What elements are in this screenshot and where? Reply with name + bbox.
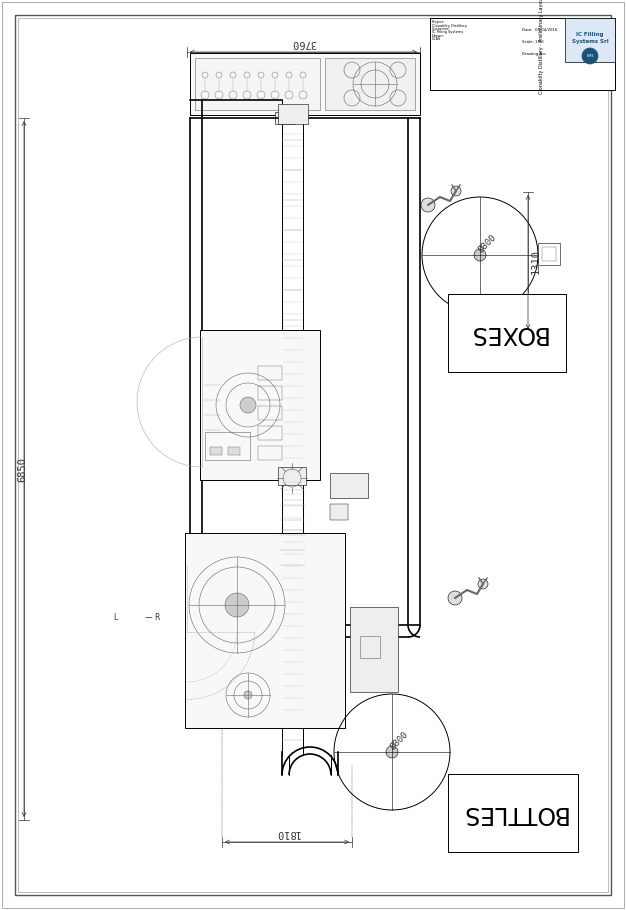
- Bar: [565, 18, 615, 62]
- Circle shape: [421, 198, 435, 212]
- Text: Scale: 1:50: Scale: 1:50: [522, 40, 543, 44]
- Bar: [258, 366, 282, 380]
- Text: 3760: 3760: [291, 38, 316, 48]
- Bar: [185, 533, 345, 728]
- Text: IC Filling Systems: IC Filling Systems: [432, 31, 463, 35]
- Text: 6850: 6850: [17, 457, 27, 481]
- Text: L: L: [113, 613, 117, 622]
- Bar: [210, 447, 222, 455]
- Text: —: —: [144, 613, 152, 622]
- Bar: [205, 432, 250, 460]
- Bar: [258, 386, 282, 400]
- Circle shape: [240, 397, 256, 413]
- Bar: [330, 473, 368, 498]
- Bar: [330, 504, 348, 520]
- Text: BOTTLES: BOTTLES: [459, 801, 567, 825]
- Text: Drawing No:: Drawing No:: [522, 52, 546, 56]
- Bar: [190, 53, 420, 115]
- Text: Ø800: Ø800: [389, 729, 411, 751]
- Text: Project:: Project:: [432, 20, 446, 24]
- Bar: [360, 636, 380, 658]
- Circle shape: [225, 593, 249, 617]
- Circle shape: [451, 186, 461, 196]
- Bar: [448, 774, 578, 852]
- Bar: [200, 330, 320, 480]
- Text: Ø800: Ø800: [477, 232, 499, 254]
- Text: R: R: [155, 613, 160, 622]
- Bar: [275, 112, 295, 124]
- Text: Customer:: Customer:: [432, 27, 451, 31]
- Text: BOXES: BOXES: [468, 321, 546, 345]
- Circle shape: [448, 591, 462, 605]
- Bar: [258, 406, 282, 420]
- Text: Clonakilty Distillery: Clonakilty Distillery: [432, 24, 467, 27]
- Text: 1810: 1810: [274, 828, 299, 838]
- Text: Clonakilty Distillery - Preliminary Layout r01: Clonakilty Distillery - Preliminary Layo…: [540, 0, 545, 95]
- Circle shape: [386, 746, 398, 758]
- Text: CLAS: CLAS: [432, 37, 441, 42]
- Circle shape: [582, 48, 598, 64]
- Text: EMS: EMS: [587, 54, 593, 58]
- Bar: [350, 607, 398, 692]
- Text: IC Filling
Systems Srl: IC Filling Systems Srl: [572, 32, 608, 44]
- Bar: [258, 426, 282, 440]
- Bar: [228, 447, 240, 455]
- Bar: [542, 247, 556, 261]
- Text: Drawn:: Drawn:: [432, 34, 444, 38]
- Bar: [195, 58, 320, 110]
- Bar: [430, 18, 615, 90]
- Bar: [278, 104, 308, 124]
- Circle shape: [478, 579, 488, 589]
- Bar: [258, 446, 282, 460]
- Bar: [278, 467, 306, 485]
- Bar: [448, 294, 566, 372]
- Bar: [325, 58, 415, 110]
- Circle shape: [244, 691, 252, 699]
- Text: 1310: 1310: [531, 249, 541, 275]
- Text: Date:  01/04/2016: Date: 01/04/2016: [522, 28, 557, 32]
- Circle shape: [474, 249, 486, 261]
- Bar: [538, 243, 560, 265]
